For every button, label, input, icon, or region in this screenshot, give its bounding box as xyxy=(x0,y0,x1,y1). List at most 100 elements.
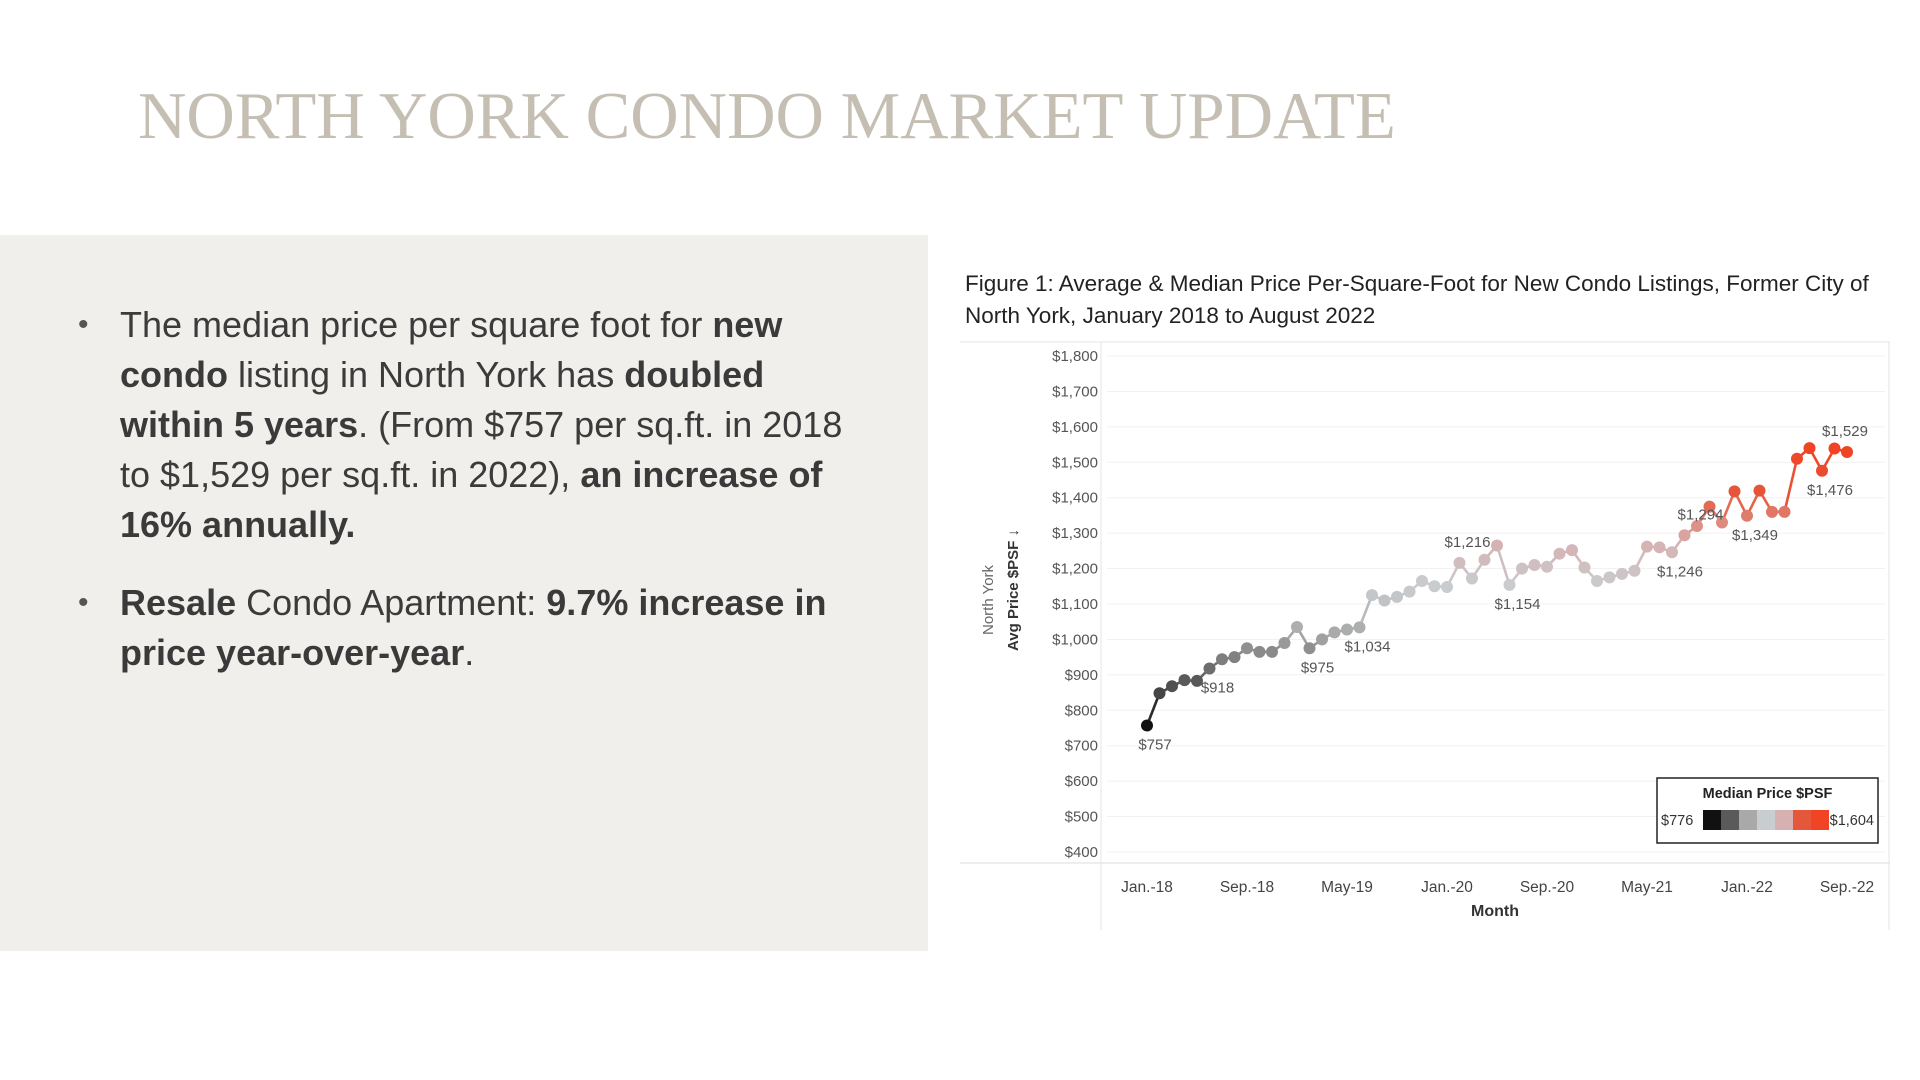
legend-swatch xyxy=(1775,810,1793,830)
bullet-item: Resale Condo Apartment: 9.7% increase in… xyxy=(78,578,878,678)
x-tick-label: Jan.-22 xyxy=(1721,879,1773,896)
data-point xyxy=(1266,645,1278,658)
y-tick-label: $700 xyxy=(1065,738,1098,755)
data-point xyxy=(1641,540,1653,553)
data-label: $918 xyxy=(1201,679,1234,696)
data-point xyxy=(1616,567,1628,580)
data-point xyxy=(1166,680,1178,693)
data-point xyxy=(1328,626,1341,639)
y-tick-label: $400 xyxy=(1065,844,1098,861)
data-point xyxy=(1791,452,1803,465)
data-point xyxy=(1653,541,1666,554)
data-point xyxy=(1153,687,1166,700)
x-tick-label: May-21 xyxy=(1621,879,1673,896)
data-point xyxy=(1541,560,1553,573)
bullet-list: The median price per square foot for new… xyxy=(78,300,878,678)
data-label: $975 xyxy=(1301,659,1334,676)
data-point xyxy=(1841,446,1853,459)
data-label: $1,154 xyxy=(1495,596,1541,613)
data-point xyxy=(1291,621,1303,634)
bullet-emphasis: doubled within 5 years xyxy=(120,354,765,445)
series-line-segment xyxy=(1495,545,1511,586)
bullet-emphasis: an increase of 16% annually. xyxy=(120,454,823,545)
data-label: $1,034 xyxy=(1345,638,1391,655)
data-point xyxy=(1503,578,1516,591)
y-axis-title: Avg Price $PSF ↓ xyxy=(1005,529,1022,651)
slide-title: NORTH YORK CONDO MARKET UPDATE xyxy=(138,79,1396,153)
data-point xyxy=(1716,516,1728,529)
legend-title: Median Price $PSF xyxy=(1703,786,1833,802)
data-point xyxy=(1141,719,1153,732)
x-tick-label: Jan.-18 xyxy=(1121,879,1173,896)
data-point xyxy=(1728,485,1741,498)
legend-swatch xyxy=(1811,810,1829,830)
data-label: $1,476 xyxy=(1807,482,1853,499)
bullet-emphasis: 9.7% increase in price year-over-year xyxy=(120,582,827,673)
y-tick-label: $900 xyxy=(1065,667,1098,684)
data-point xyxy=(1678,529,1691,542)
legend-min-label: $776 xyxy=(1661,813,1693,829)
data-label: $1,294 xyxy=(1678,506,1724,523)
y-tick-label: $1,700 xyxy=(1052,383,1098,400)
y-tick-label: $800 xyxy=(1065,702,1098,719)
data-point xyxy=(1578,561,1591,574)
legend-max-label: $1,604 xyxy=(1830,813,1874,829)
bullet-text: The median price per square foot for xyxy=(120,304,713,345)
data-point xyxy=(1566,544,1578,557)
x-tick-label: Sep.-20 xyxy=(1520,879,1575,896)
data-point xyxy=(1316,633,1328,646)
data-point xyxy=(1178,674,1191,687)
data-label: $1,349 xyxy=(1732,527,1778,544)
x-tick-label: Jan.-20 xyxy=(1421,879,1473,896)
bullet-item: The median price per square foot for new… xyxy=(78,300,878,550)
data-point xyxy=(1828,442,1841,455)
bullet-text: listing in North York has xyxy=(227,354,625,395)
data-point xyxy=(1691,520,1703,533)
data-point xyxy=(1353,621,1366,634)
data-point xyxy=(1453,556,1466,569)
data-point xyxy=(1366,589,1378,602)
data-point xyxy=(1778,505,1791,518)
data-label: $1,246 xyxy=(1657,563,1703,580)
data-point xyxy=(1253,645,1266,658)
data-point xyxy=(1478,553,1491,566)
data-point xyxy=(1241,642,1253,655)
y-tick-label: $1,200 xyxy=(1052,561,1098,578)
legend-swatch xyxy=(1739,810,1757,830)
legend-swatch xyxy=(1703,810,1721,830)
data-point xyxy=(1528,559,1541,572)
x-axis-title: Month xyxy=(1471,903,1519,920)
data-point xyxy=(1666,546,1678,559)
x-tick-label: Sep.-18 xyxy=(1220,879,1274,896)
row-header-label: North York xyxy=(980,564,997,635)
y-tick-label: $1,300 xyxy=(1052,525,1098,542)
x-tick-label: Sep.-22 xyxy=(1820,879,1874,896)
data-point xyxy=(1216,653,1228,666)
legend-swatch xyxy=(1721,810,1739,830)
x-tick-label: May-19 xyxy=(1321,879,1373,896)
y-tick-label: $1,400 xyxy=(1052,490,1098,507)
data-point xyxy=(1803,442,1816,455)
data-point xyxy=(1416,574,1428,587)
data-point xyxy=(1628,564,1641,577)
data-point xyxy=(1278,636,1291,649)
figure-title: Figure 1: Average & Median Price Per-Squ… xyxy=(965,271,1869,328)
data-point xyxy=(1591,574,1603,587)
data-point xyxy=(1228,651,1241,664)
series-line-segment xyxy=(1783,458,1799,513)
y-tick-label: $1,000 xyxy=(1052,631,1098,648)
data-point xyxy=(1466,572,1478,585)
data-point xyxy=(1766,505,1778,518)
data-point xyxy=(1428,580,1441,593)
bullet-text: . xyxy=(464,632,475,673)
y-tick-label: $1,500 xyxy=(1052,454,1098,471)
data-point xyxy=(1403,585,1416,598)
chart-container: Figure 1: Average & Median Price Per-Squ… xyxy=(955,260,1895,940)
data-label: $757 xyxy=(1138,737,1171,754)
data-point xyxy=(1378,594,1391,607)
bullet-emphasis: Resale xyxy=(120,582,237,623)
y-tick-label: $1,100 xyxy=(1052,596,1098,613)
data-point xyxy=(1703,500,1716,513)
price-psf-chart: $400 $500 $600 $700 $800 $900 $1,000 $1,100 $1,2… xyxy=(960,341,1890,930)
y-tick-label: $600 xyxy=(1065,773,1098,790)
